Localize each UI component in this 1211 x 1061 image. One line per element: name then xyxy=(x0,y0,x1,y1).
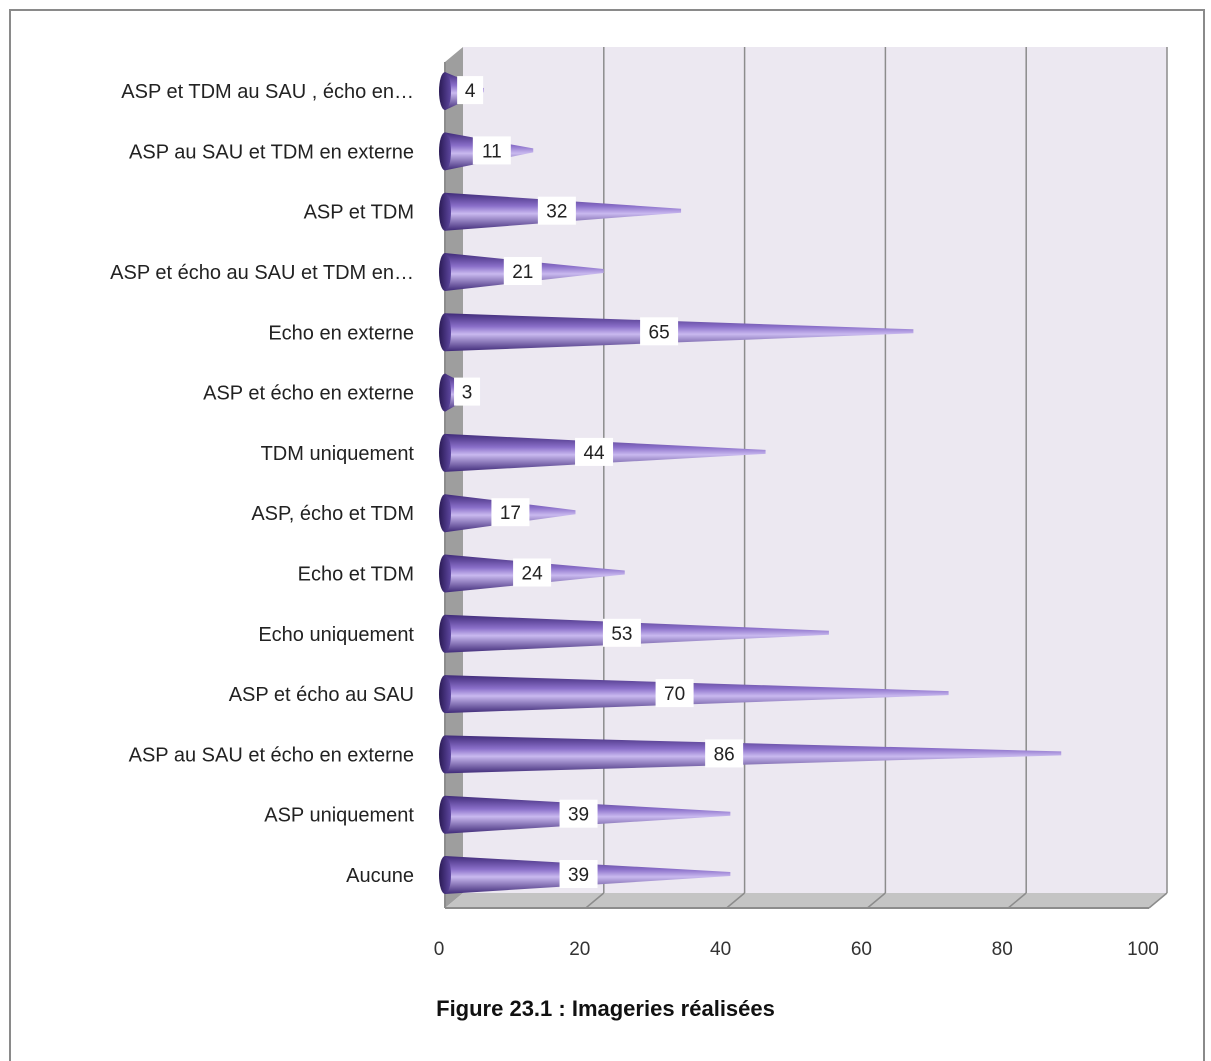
cone-base xyxy=(439,554,451,593)
data-label-bg xyxy=(513,558,552,587)
x-tick-label: 20 xyxy=(569,939,590,960)
category-label: ASP et TDM xyxy=(304,202,414,224)
gridline-floor xyxy=(1148,892,1168,909)
cone-base xyxy=(439,373,451,412)
cone-base xyxy=(439,494,451,533)
figure-caption: Figure 23.1 : Imageries réalisées xyxy=(436,996,775,1021)
data-label-bg xyxy=(559,860,598,888)
cone-bar xyxy=(445,735,1062,774)
data-label-bg xyxy=(559,799,598,828)
cone-base xyxy=(439,132,451,171)
category-label: TDM uniquement xyxy=(261,443,415,465)
data-label: 24 xyxy=(522,564,544,585)
data-label: 65 xyxy=(649,322,670,343)
category-label: ASP au SAU et écho en externe xyxy=(129,744,414,766)
cone-base xyxy=(439,253,451,291)
gridline-floor xyxy=(866,892,886,909)
category-labels: Aucune ASP uniquement ASP au SAU et écho e… xyxy=(110,81,414,887)
data-label-bg xyxy=(575,437,614,466)
data-labels: 39 39 86 70 53 24 17 44 3 65 21 32 11 4 xyxy=(454,76,744,888)
data-label-bg xyxy=(454,377,481,406)
cone-base xyxy=(439,192,451,231)
side-wall xyxy=(445,47,463,908)
x-tick-label: 80 xyxy=(992,939,1013,960)
data-label: 39 xyxy=(568,865,589,886)
gridline-floor xyxy=(1007,892,1027,909)
category-label: ASP, écho et TDM xyxy=(251,503,414,525)
data-label: 86 xyxy=(714,744,735,765)
category-label: Echo et TDM xyxy=(298,564,414,586)
data-label: 17 xyxy=(500,503,521,524)
floor xyxy=(445,893,1167,908)
data-label-bg xyxy=(640,317,679,346)
category-label: ASP et TDM au SAU , écho en… xyxy=(121,81,414,103)
data-label: 4 xyxy=(465,81,476,102)
cone-base xyxy=(439,735,451,774)
data-label-bg xyxy=(503,257,542,285)
category-label: ASP et écho au SAU et TDM en… xyxy=(110,262,414,284)
cone-base xyxy=(439,313,451,352)
cone-base xyxy=(439,856,451,894)
x-axis-ticks: 0 20 40 60 80 100 xyxy=(434,939,1159,960)
data-label: 3 xyxy=(462,383,473,404)
x-tick-label: 0 xyxy=(434,939,445,960)
cone-base xyxy=(439,675,451,714)
x-tick-label: 40 xyxy=(710,939,731,960)
data-label: 11 xyxy=(482,141,502,162)
data-label-bg xyxy=(457,76,484,105)
cone-base xyxy=(439,614,451,653)
cone-base xyxy=(439,433,451,472)
data-label: 32 xyxy=(546,202,567,223)
category-label: ASP et écho au SAU xyxy=(229,684,414,706)
category-label: ASP et écho en externe xyxy=(203,383,414,405)
category-label: Echo uniquement xyxy=(258,624,414,646)
data-label: 39 xyxy=(568,805,589,826)
gridline-floor xyxy=(585,892,605,909)
x-tick-label: 100 xyxy=(1127,939,1159,960)
category-label: Echo en externe xyxy=(268,322,414,344)
cone-base xyxy=(439,795,451,834)
category-label: Aucune xyxy=(346,865,414,887)
data-label-bg xyxy=(537,196,576,225)
data-label-bg xyxy=(705,739,744,768)
data-label: 70 xyxy=(664,684,685,705)
data-label-bg xyxy=(655,679,694,708)
data-label-bg xyxy=(491,498,530,527)
data-label: 21 xyxy=(512,262,533,283)
data-label-bg xyxy=(472,136,511,165)
gridline-floor xyxy=(726,892,746,909)
category-label: ASP uniquement xyxy=(264,805,414,827)
category-label: ASP au SAU et TDM en externe xyxy=(129,141,414,163)
cone-bar xyxy=(445,313,914,352)
data-label-bg xyxy=(602,618,641,647)
cone-base xyxy=(439,72,451,111)
data-label: 53 xyxy=(611,624,632,645)
x-tick-label: 60 xyxy=(851,939,872,960)
chart-walls xyxy=(444,47,1167,909)
data-label: 44 xyxy=(583,443,605,464)
cone-bar xyxy=(445,675,949,714)
